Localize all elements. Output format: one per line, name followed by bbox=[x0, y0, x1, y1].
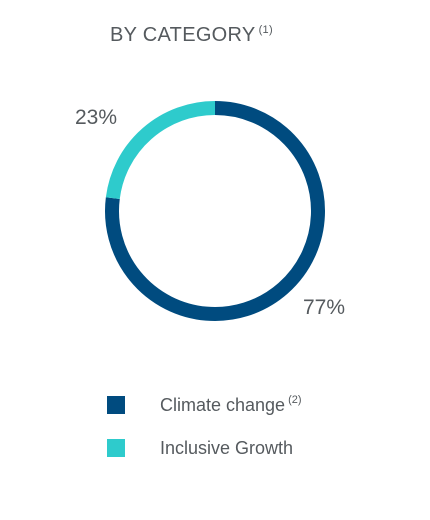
donut-slice-inclusive-growth bbox=[105, 101, 216, 200]
legend-label-climate-change: Climate change (2) bbox=[160, 394, 302, 416]
legend-swatch-climate-change bbox=[107, 396, 125, 414]
legend-item-inclusive-growth: Inclusive Growth bbox=[107, 435, 302, 461]
chart-title-text: BY CATEGORY bbox=[110, 24, 256, 46]
legend-footnote-climate-change: (2) bbox=[288, 394, 302, 406]
legend: Climate change (2) Inclusive Growth bbox=[107, 392, 302, 478]
legend-swatch-inclusive-growth bbox=[107, 439, 125, 457]
donut-ring bbox=[105, 101, 325, 321]
legend-label-inclusive-growth: Inclusive Growth bbox=[160, 438, 293, 459]
chart-title: BY CATEGORY (1) bbox=[110, 24, 273, 47]
legend-text-climate-change: Climate change bbox=[160, 395, 286, 415]
donut-slice-climate-change bbox=[105, 101, 325, 321]
slice-label-climate-change: 77% bbox=[303, 296, 346, 319]
legend-item-climate-change: Climate change (2) bbox=[107, 392, 302, 418]
slice-label-inclusive-growth: 23% bbox=[75, 106, 118, 129]
legend-text-inclusive-growth: Inclusive Growth bbox=[160, 437, 294, 458]
chart-title-footnote: (1) bbox=[258, 24, 273, 36]
